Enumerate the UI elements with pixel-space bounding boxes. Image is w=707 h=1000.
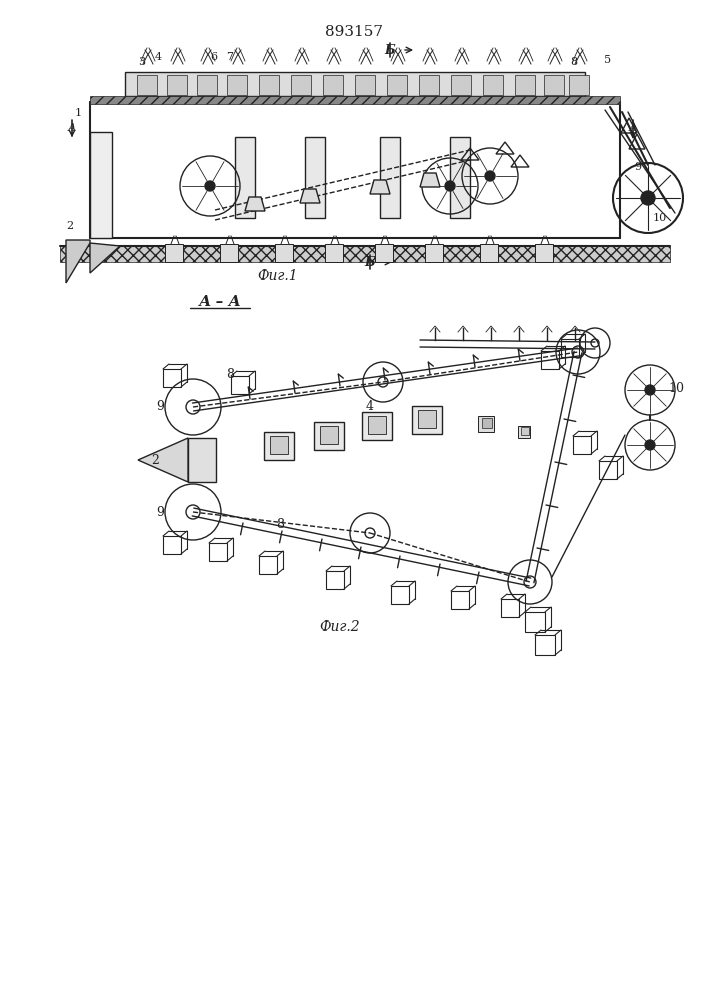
- Bar: [419, 75, 439, 95]
- Text: 4: 4: [366, 400, 374, 414]
- Bar: [60, 246, 670, 262]
- Bar: [515, 75, 535, 95]
- Text: 4: 4: [154, 52, 162, 62]
- Text: 8: 8: [276, 518, 284, 530]
- Bar: [535, 635, 555, 655]
- Text: А – А: А – А: [199, 295, 241, 309]
- Circle shape: [445, 181, 455, 191]
- Text: 5: 5: [604, 55, 612, 65]
- Bar: [355, 75, 375, 95]
- Bar: [270, 436, 288, 454]
- Text: 6: 6: [211, 52, 218, 62]
- Bar: [235, 137, 255, 218]
- Bar: [412, 406, 442, 434]
- Bar: [209, 543, 227, 561]
- Bar: [544, 75, 564, 95]
- Bar: [573, 436, 591, 454]
- Circle shape: [645, 385, 655, 395]
- Bar: [314, 422, 344, 450]
- Bar: [391, 586, 409, 604]
- Polygon shape: [300, 189, 320, 203]
- Bar: [165, 244, 183, 262]
- Text: А: А: [629, 123, 637, 133]
- Bar: [535, 244, 553, 262]
- Bar: [569, 75, 589, 95]
- Circle shape: [485, 171, 495, 181]
- Bar: [259, 75, 279, 95]
- Bar: [264, 432, 294, 460]
- Bar: [227, 75, 247, 95]
- Bar: [259, 556, 277, 574]
- Bar: [90, 132, 112, 238]
- Text: А: А: [68, 123, 76, 133]
- Bar: [368, 416, 386, 434]
- Bar: [478, 416, 494, 432]
- Text: 3: 3: [139, 57, 146, 67]
- Polygon shape: [420, 173, 440, 187]
- Bar: [231, 376, 249, 394]
- Bar: [362, 412, 392, 440]
- Text: 10: 10: [653, 213, 667, 223]
- Text: 10: 10: [668, 381, 684, 394]
- Text: 2: 2: [151, 454, 159, 466]
- Bar: [291, 75, 311, 95]
- Bar: [188, 438, 216, 482]
- Bar: [418, 410, 436, 428]
- Text: Б: Б: [385, 43, 395, 56]
- Bar: [275, 244, 293, 262]
- Bar: [305, 137, 325, 218]
- Bar: [163, 536, 181, 554]
- Circle shape: [641, 191, 655, 205]
- Text: 9: 9: [156, 506, 164, 520]
- Text: 8: 8: [226, 368, 234, 381]
- Bar: [90, 96, 620, 104]
- Polygon shape: [90, 243, 120, 273]
- Bar: [450, 137, 470, 218]
- Circle shape: [645, 440, 655, 450]
- Text: 893157: 893157: [325, 25, 383, 39]
- Polygon shape: [245, 197, 265, 211]
- Text: 8: 8: [571, 57, 578, 67]
- Bar: [541, 351, 559, 369]
- Bar: [483, 75, 503, 95]
- Bar: [137, 75, 157, 95]
- Bar: [599, 461, 617, 479]
- Bar: [387, 75, 407, 95]
- Bar: [125, 72, 585, 96]
- Circle shape: [205, 181, 215, 191]
- Bar: [480, 244, 498, 262]
- Polygon shape: [66, 240, 90, 283]
- Bar: [326, 571, 344, 589]
- Text: Фиг.2: Фиг.2: [320, 620, 361, 634]
- Bar: [451, 75, 471, 95]
- Bar: [521, 427, 529, 435]
- Bar: [518, 426, 530, 438]
- Bar: [425, 244, 443, 262]
- Bar: [375, 244, 393, 262]
- Bar: [482, 418, 492, 428]
- Bar: [163, 369, 181, 387]
- Bar: [451, 591, 469, 609]
- Bar: [525, 612, 545, 632]
- Text: Фиг.1: Фиг.1: [257, 269, 298, 283]
- Polygon shape: [138, 438, 188, 482]
- Bar: [325, 244, 343, 262]
- Bar: [197, 75, 217, 95]
- Text: 2: 2: [66, 221, 74, 231]
- Text: 1: 1: [74, 108, 81, 118]
- Bar: [561, 339, 579, 357]
- Bar: [220, 244, 238, 262]
- Bar: [167, 75, 187, 95]
- Polygon shape: [370, 180, 390, 194]
- Text: 7: 7: [226, 52, 233, 62]
- Bar: [501, 599, 519, 617]
- Bar: [323, 75, 343, 95]
- Bar: [320, 426, 338, 444]
- Text: Б: Б: [365, 255, 375, 268]
- Text: 9: 9: [156, 399, 164, 412]
- Bar: [380, 137, 400, 218]
- Text: 9: 9: [634, 162, 641, 172]
